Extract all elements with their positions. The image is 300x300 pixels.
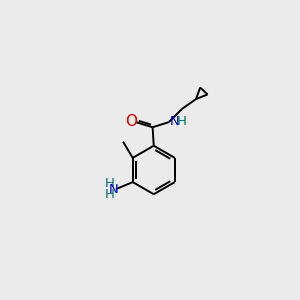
Text: N: N — [109, 182, 119, 196]
Text: H: H — [177, 115, 187, 128]
Text: O: O — [125, 113, 137, 128]
Text: H: H — [105, 178, 115, 190]
Text: H: H — [105, 188, 115, 201]
Text: N: N — [170, 115, 180, 128]
